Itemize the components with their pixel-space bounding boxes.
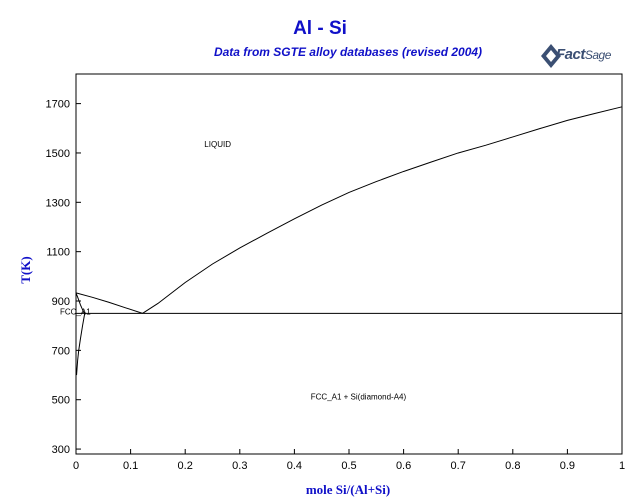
- y-tick-label: 1700: [46, 99, 70, 111]
- x-tick: 0.6: [396, 449, 411, 472]
- phase-label: FCC_A1 + Si(diamond-A4): [311, 393, 407, 402]
- x-tick-label: 0.7: [451, 460, 466, 472]
- x-tick: 0.2: [178, 449, 193, 472]
- x-axis-label: mole Si/(Al+Si): [305, 482, 391, 497]
- x-tick-label: 0.9: [560, 460, 575, 472]
- y-tick: 1100: [46, 247, 81, 259]
- y-tick-label: 1100: [46, 247, 70, 259]
- phase-boundary-line: [76, 313, 86, 376]
- y-tick-label: 700: [52, 345, 70, 357]
- y-tick: 700: [52, 345, 81, 357]
- phase-boundary-line: [75, 292, 86, 314]
- x-tick-label: 0.8: [505, 460, 520, 472]
- y-tick: 1500: [46, 148, 81, 160]
- x-tick-label: 0.2: [178, 460, 193, 472]
- y-tick-label: 300: [52, 444, 70, 456]
- factsage-logo: FactSage: [540, 42, 632, 72]
- x-tick-label: 1: [619, 460, 625, 472]
- chart-subtitle: Data from SGTE alloy databases (revised …: [213, 45, 483, 59]
- logo-diamond-icon: [541, 44, 561, 68]
- y-tick-label: 900: [52, 296, 70, 308]
- x-tick-label: 0.1: [123, 460, 138, 472]
- y-tick-label: 1500: [46, 148, 70, 160]
- x-tick: 0.5: [341, 449, 357, 472]
- x-tick: 0.1: [123, 449, 138, 472]
- x-tick-label: 0.3: [232, 460, 247, 472]
- y-tick: 1700: [46, 99, 81, 111]
- x-tick: 0.4: [287, 449, 302, 472]
- x-tick-label: 0.6: [396, 460, 411, 472]
- x-tick-label: 0: [73, 460, 79, 472]
- x-tick: 0.3: [232, 449, 247, 472]
- phase-label: LIQUID: [204, 140, 231, 149]
- phase-annotations: LIQUID FCC_A1 FCC_A1 + Si(diamond-A4): [60, 140, 406, 402]
- x-tick-label: 0.4: [287, 460, 302, 472]
- phase-boundary-line: [75, 292, 143, 314]
- y-tick-label: 1300: [46, 197, 70, 209]
- y-tick: 500: [52, 395, 81, 407]
- axis-ticks: 0 0.1 0.2 0.3 0.4 0.5 0.6 0.7 0.8 0.9 130050070090…: [46, 99, 626, 472]
- x-tick: 0.9: [560, 449, 575, 472]
- x-tick-label: 0.5: [341, 460, 356, 472]
- y-tick-label: 500: [52, 395, 70, 407]
- phase-label: FCC_A1: [60, 308, 91, 317]
- logo-text-main: Fact: [556, 46, 585, 63]
- x-tick: 0.7: [451, 449, 466, 472]
- x-tick: 1: [619, 449, 625, 472]
- phase-boundaries: [75, 106, 623, 376]
- logo-text-sub: Sage: [584, 48, 612, 62]
- chart-title: Al - Si: [293, 18, 347, 39]
- logo-text: FactSage: [556, 46, 611, 63]
- y-tick: 900: [52, 296, 81, 308]
- y-tick: 1300: [46, 197, 81, 209]
- phase-boundary-line: [142, 106, 623, 314]
- x-tick: 0.8: [505, 449, 520, 472]
- x-tick: 0: [73, 449, 79, 472]
- y-tick: 300: [52, 444, 81, 456]
